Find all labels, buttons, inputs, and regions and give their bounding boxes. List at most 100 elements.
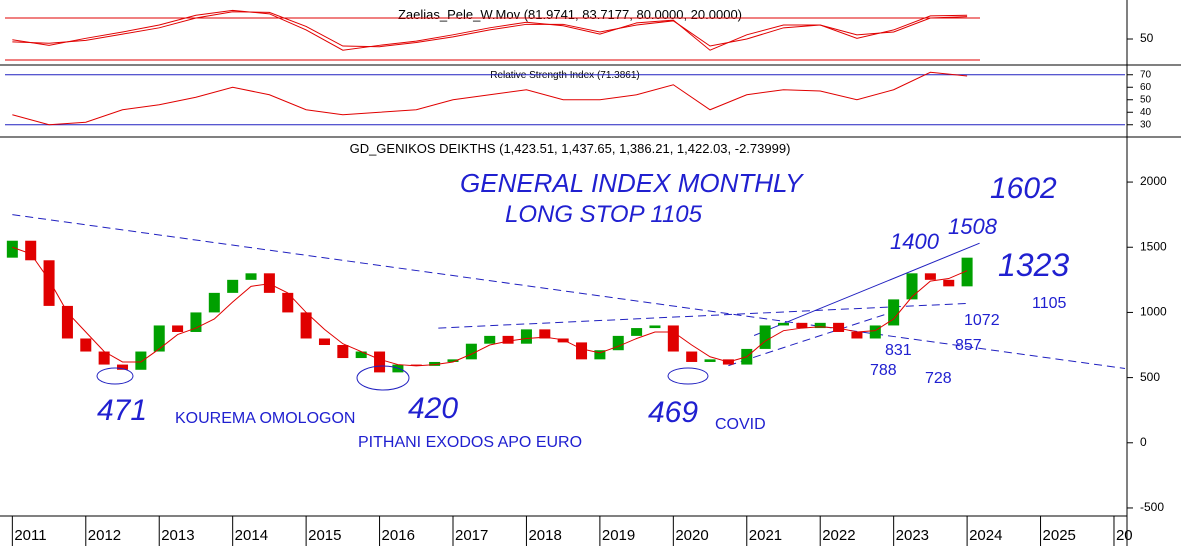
candle [337, 345, 349, 359]
panel-title: Zaelias_Pele_W.Mov (81.9741, 83.7177, 80… [398, 7, 742, 22]
annotation: 471 [97, 394, 147, 427]
x-tick-label: 2011 [14, 527, 46, 544]
candle [245, 273, 257, 280]
y-tick-label: 60 [1140, 82, 1152, 93]
annotation: 1508 [948, 214, 998, 239]
x-tick-label: 2019 [602, 527, 635, 544]
x-tick-label: 2025 [1043, 527, 1076, 544]
candle [172, 325, 184, 332]
candle [6, 240, 18, 258]
series-line [12, 9, 968, 51]
candle [906, 273, 918, 300]
candle [924, 273, 936, 280]
low-circle [356, 365, 410, 391]
candle [447, 359, 459, 362]
annotation: PITHANI EXODOS APO EURO [358, 434, 582, 451]
panel-title: GD_GENIKOS DEIKTHS (1,423.51, 1,437.65, … [350, 141, 791, 156]
candle [190, 312, 202, 332]
x-tick-label: 2015 [308, 527, 341, 544]
y-tick-label: 50 [1140, 94, 1152, 105]
annotation: KOUREMA OMOLOGON [175, 410, 355, 427]
x-tick-label: 2021 [749, 527, 782, 544]
candle [759, 325, 771, 349]
panel-title: Relative Strength Index (71.3861) [490, 70, 640, 81]
x-tick-label: 2014 [235, 527, 268, 544]
x-tick-label: 2022 [822, 527, 855, 544]
candle [25, 240, 37, 261]
y-tick-label: 0 [1140, 435, 1147, 449]
x-tick-label: 2023 [896, 527, 929, 544]
annotation: 788 [870, 362, 897, 379]
series-line [12, 71, 968, 126]
candle [484, 335, 496, 344]
candle [465, 343, 477, 360]
candle [429, 361, 441, 366]
candle [814, 322, 826, 329]
annotation: 1400 [890, 229, 940, 254]
candle [612, 335, 624, 351]
candle [704, 359, 716, 362]
x-tick-label: 20 [1116, 527, 1133, 544]
annotation: 1105 [1032, 295, 1067, 312]
candle [686, 351, 698, 362]
x-tick-label: 2020 [675, 527, 708, 544]
candle [961, 257, 973, 287]
y-tick-label: -500 [1140, 500, 1164, 514]
candle [153, 325, 165, 352]
candle [318, 338, 330, 346]
trend-line [728, 309, 898, 367]
y-tick-label: 50 [1140, 31, 1154, 45]
candle [98, 351, 110, 365]
candle [135, 351, 147, 370]
annotations: GENERAL INDEX MONTHLY LONG STOP 1105 160… [96, 168, 1069, 451]
annotation: 420 [408, 392, 458, 425]
y-tick-label: 500 [1140, 370, 1160, 384]
y-tick-label: 30 [1140, 119, 1152, 130]
annotation: GENERAL INDEX MONTHLY [460, 168, 804, 198]
annotation: 1602 [990, 172, 1057, 205]
y-tick-label: 1500 [1140, 239, 1167, 253]
candle [888, 299, 900, 326]
candle [851, 331, 863, 339]
annotation: 857 [955, 337, 982, 354]
y-tick-label: 1000 [1140, 305, 1167, 319]
candle [227, 279, 239, 293]
candle [300, 312, 312, 339]
x-tick-label: 2013 [161, 527, 194, 544]
low-circle [96, 367, 134, 385]
y-tick-label: 70 [1140, 69, 1152, 80]
y-tick-label: 2000 [1140, 174, 1167, 188]
annotation: 1323 [998, 247, 1069, 283]
annotation: 831 [885, 342, 912, 359]
x-tick-label: 2016 [382, 527, 415, 544]
candle [61, 305, 73, 339]
candle [796, 322, 808, 329]
candle [943, 279, 955, 287]
candle [631, 328, 643, 336]
trend-line [753, 242, 980, 336]
candle [282, 292, 294, 313]
candle [80, 338, 92, 352]
annotation: LONG STOP 1105 [505, 201, 703, 228]
x-tick-label: 2018 [528, 527, 561, 544]
trend-line [12, 214, 1126, 369]
annotation: 469 [648, 396, 698, 429]
candle [208, 292, 220, 313]
candle [502, 335, 514, 344]
candle [539, 329, 551, 339]
x-tick-label: 2017 [455, 527, 488, 544]
candle [263, 273, 275, 293]
candle [43, 260, 55, 306]
trend-line [438, 302, 968, 329]
annotation: COVID [715, 416, 766, 433]
candle [410, 364, 422, 366]
x-tick-label: 2024 [969, 527, 1002, 544]
candle [576, 342, 588, 360]
annotation: 1072 [964, 312, 1000, 329]
candle [833, 322, 845, 332]
moving-average [12, 246, 968, 367]
low-circle [667, 367, 709, 385]
candle [374, 351, 386, 373]
